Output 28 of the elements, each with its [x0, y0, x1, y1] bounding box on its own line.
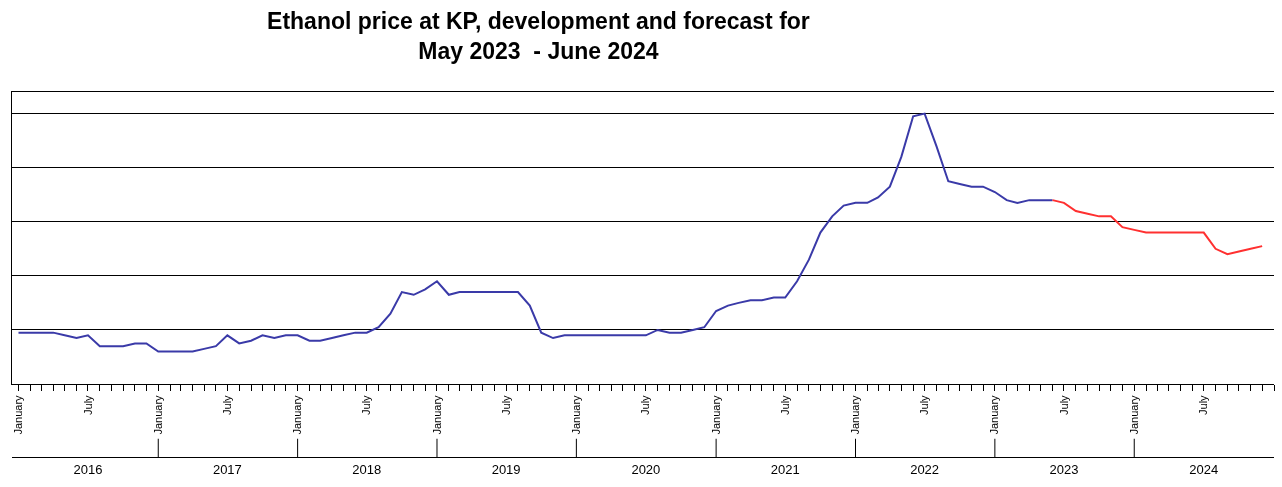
- x-tick-label: July: [918, 394, 931, 415]
- x-tick-label: January: [569, 394, 582, 435]
- x-tick-label: July: [81, 394, 94, 415]
- x-tick-label: July: [1197, 394, 1210, 415]
- x-tick-label: July: [778, 394, 791, 415]
- x2-tick-label: 2019: [491, 461, 521, 477]
- x-tick-label: January: [709, 394, 722, 435]
- x2-tick-label: 2024: [1189, 461, 1219, 477]
- x-tick-label: July: [220, 394, 233, 415]
- x-tick-label: January: [291, 394, 304, 435]
- x-tick-label: July: [639, 394, 652, 415]
- x-tick-label: January: [1127, 394, 1140, 435]
- x-tick-label: July: [499, 394, 512, 415]
- x2-tick-label: 2020: [631, 461, 661, 477]
- x-tick-label: January: [988, 394, 1001, 435]
- x2-tick-label: 2018: [352, 461, 382, 477]
- x-tick-label: January: [151, 394, 164, 435]
- x2-tick-label: 2016: [73, 461, 103, 477]
- x-tick-label: January: [12, 394, 25, 435]
- x-tick-label: January: [430, 394, 443, 435]
- x-tick-label: July: [1057, 394, 1070, 415]
- x2-tick-label: 2023: [1049, 461, 1079, 477]
- x2-tick-label: 2021: [770, 461, 800, 477]
- x-tick-label: July: [360, 394, 373, 415]
- x-tick-label: January: [849, 394, 862, 435]
- x2-tick-label: 2022: [910, 461, 940, 477]
- x2-tick-label: 2017: [212, 461, 242, 477]
- chart-title: Ethanol price at KP, development and forecast for May 2023 - June 2024: [267, 8, 810, 65]
